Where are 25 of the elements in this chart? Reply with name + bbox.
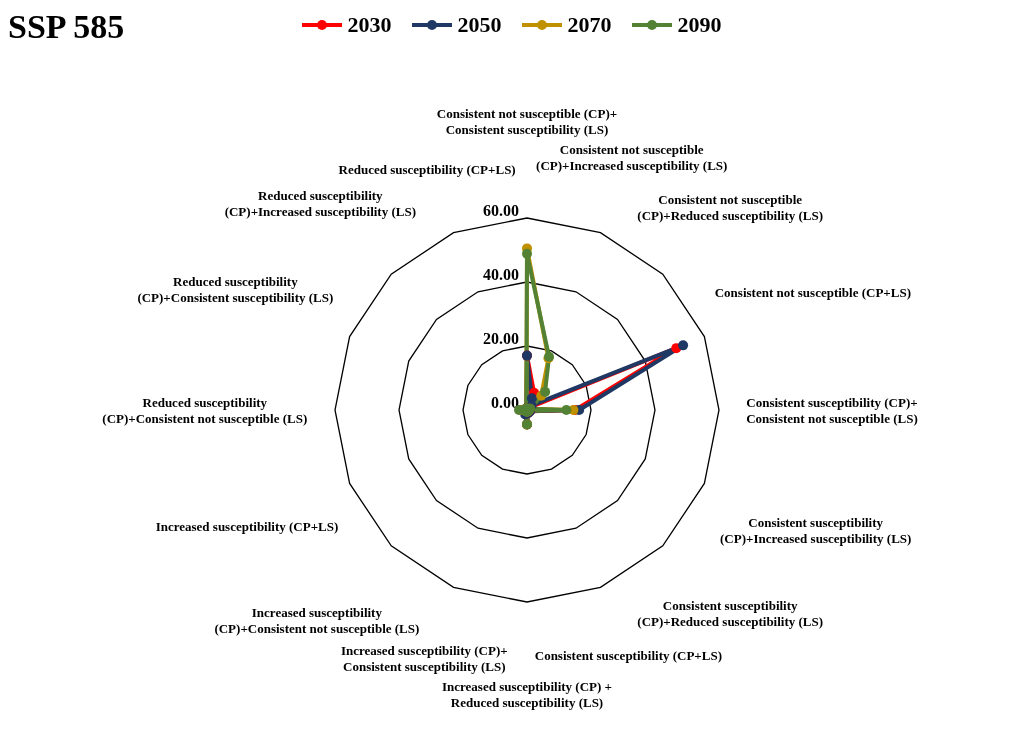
y-tick-label: 60.00 bbox=[483, 201, 519, 219]
spoke-label: Reduced susceptibility (CP)+Consistent not susceptible (LS) bbox=[102, 394, 308, 426]
spoke-label: Consistent susceptibility (CP)+Increased susceptibility (LS) bbox=[720, 514, 912, 546]
spoke-label: Consistent susceptibility (CP)+ Consistent not susceptible (LS) bbox=[746, 394, 918, 426]
spoke-label: Reduced susceptibility (CP)+Increased susceptibility (LS) bbox=[224, 187, 417, 219]
spoke-label: Reduced susceptibility (CP+LS) bbox=[338, 161, 516, 177]
y-tick-label: 40.00 bbox=[483, 265, 519, 283]
spoke-label: Consistent not susceptible (CP+LS) bbox=[714, 284, 912, 300]
y-tick-label: 20.00 bbox=[483, 329, 519, 347]
spoke-label: Reduced susceptibility (CP)+Consistent susceptibility (LS) bbox=[137, 273, 334, 305]
spoke-label: Consistent not susceptible (CP)+ Consistent susceptibility (LS) bbox=[436, 105, 618, 137]
spoke-label: Consistent not susceptible (CP)+Increased susceptibility (LS) bbox=[536, 141, 728, 173]
spoke-label: Increased susceptibility (CP+LS) bbox=[155, 518, 339, 534]
legend-label: 2070 bbox=[567, 12, 612, 38]
y-tick-label: 0.00 bbox=[491, 393, 519, 411]
spoke-label: Increased susceptibility (CP)+Consistent not susceptible (LS) bbox=[214, 604, 420, 636]
spoke-label: Consistent susceptibility (CP+LS) bbox=[534, 647, 723, 663]
spoke-label: Consistent susceptibility (CP)+Reduced susceptibility (LS) bbox=[637, 597, 824, 629]
legend-label: 2030 bbox=[347, 12, 392, 38]
spoke-label: Increased susceptibility (CP) + Reduced susceptibility (LS) bbox=[441, 678, 613, 710]
spoke-label: Consistent not susceptible (CP)+Reduced susceptibility (LS) bbox=[637, 191, 824, 223]
chart-title: SSP 585 bbox=[8, 8, 125, 46]
spoke-label: Increased susceptibility (CP)+ Consistent susceptibility (LS) bbox=[340, 642, 508, 674]
legend-label: 2090 bbox=[677, 12, 722, 38]
legend-label: 2050 bbox=[457, 12, 502, 38]
